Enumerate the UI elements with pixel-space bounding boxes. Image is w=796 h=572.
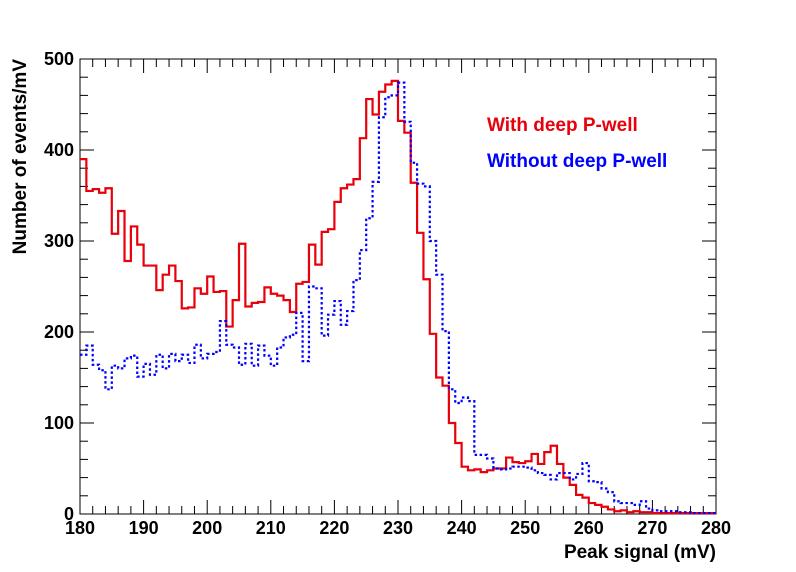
y-tick-label: 0 <box>64 504 74 524</box>
y-tick-label: 500 <box>44 49 74 69</box>
series-layer <box>80 79 716 515</box>
y-tick-label: 100 <box>44 413 74 433</box>
x-tick-label: 180 <box>65 518 95 538</box>
x-tick-label: 210 <box>256 518 286 538</box>
axis-ticks <box>79 58 717 515</box>
x-tick-label: 190 <box>129 518 159 538</box>
x-tick-label: 280 <box>701 518 731 538</box>
x-axis-title: Peak signal (mV) <box>564 542 716 563</box>
x-tick-label: 240 <box>447 518 477 538</box>
series-without-deep-p-well <box>80 81 716 515</box>
x-tick-label: 250 <box>510 518 540 538</box>
x-tick-label: 230 <box>383 518 413 538</box>
y-tick-label: 300 <box>44 231 74 251</box>
legend-with-deep-p-well: With deep P-well <box>487 115 638 136</box>
x-tick-label: 260 <box>574 518 604 538</box>
x-tick-label: 270 <box>637 518 667 538</box>
series-with-deep-p-well <box>80 79 716 515</box>
y-tick-label: 200 <box>44 322 74 342</box>
y-tick-label: 400 <box>44 140 74 160</box>
y-axis-title: Number of events/mV <box>10 59 31 255</box>
x-tick-label: 200 <box>192 518 222 538</box>
legend-without-deep-p-well: Without deep P-well <box>487 151 667 172</box>
x-tick-label: 220 <box>319 518 349 538</box>
tick-labels: 180 190 200 210 220 230 240 250 260 270 280 0 100 200… <box>44 49 731 538</box>
